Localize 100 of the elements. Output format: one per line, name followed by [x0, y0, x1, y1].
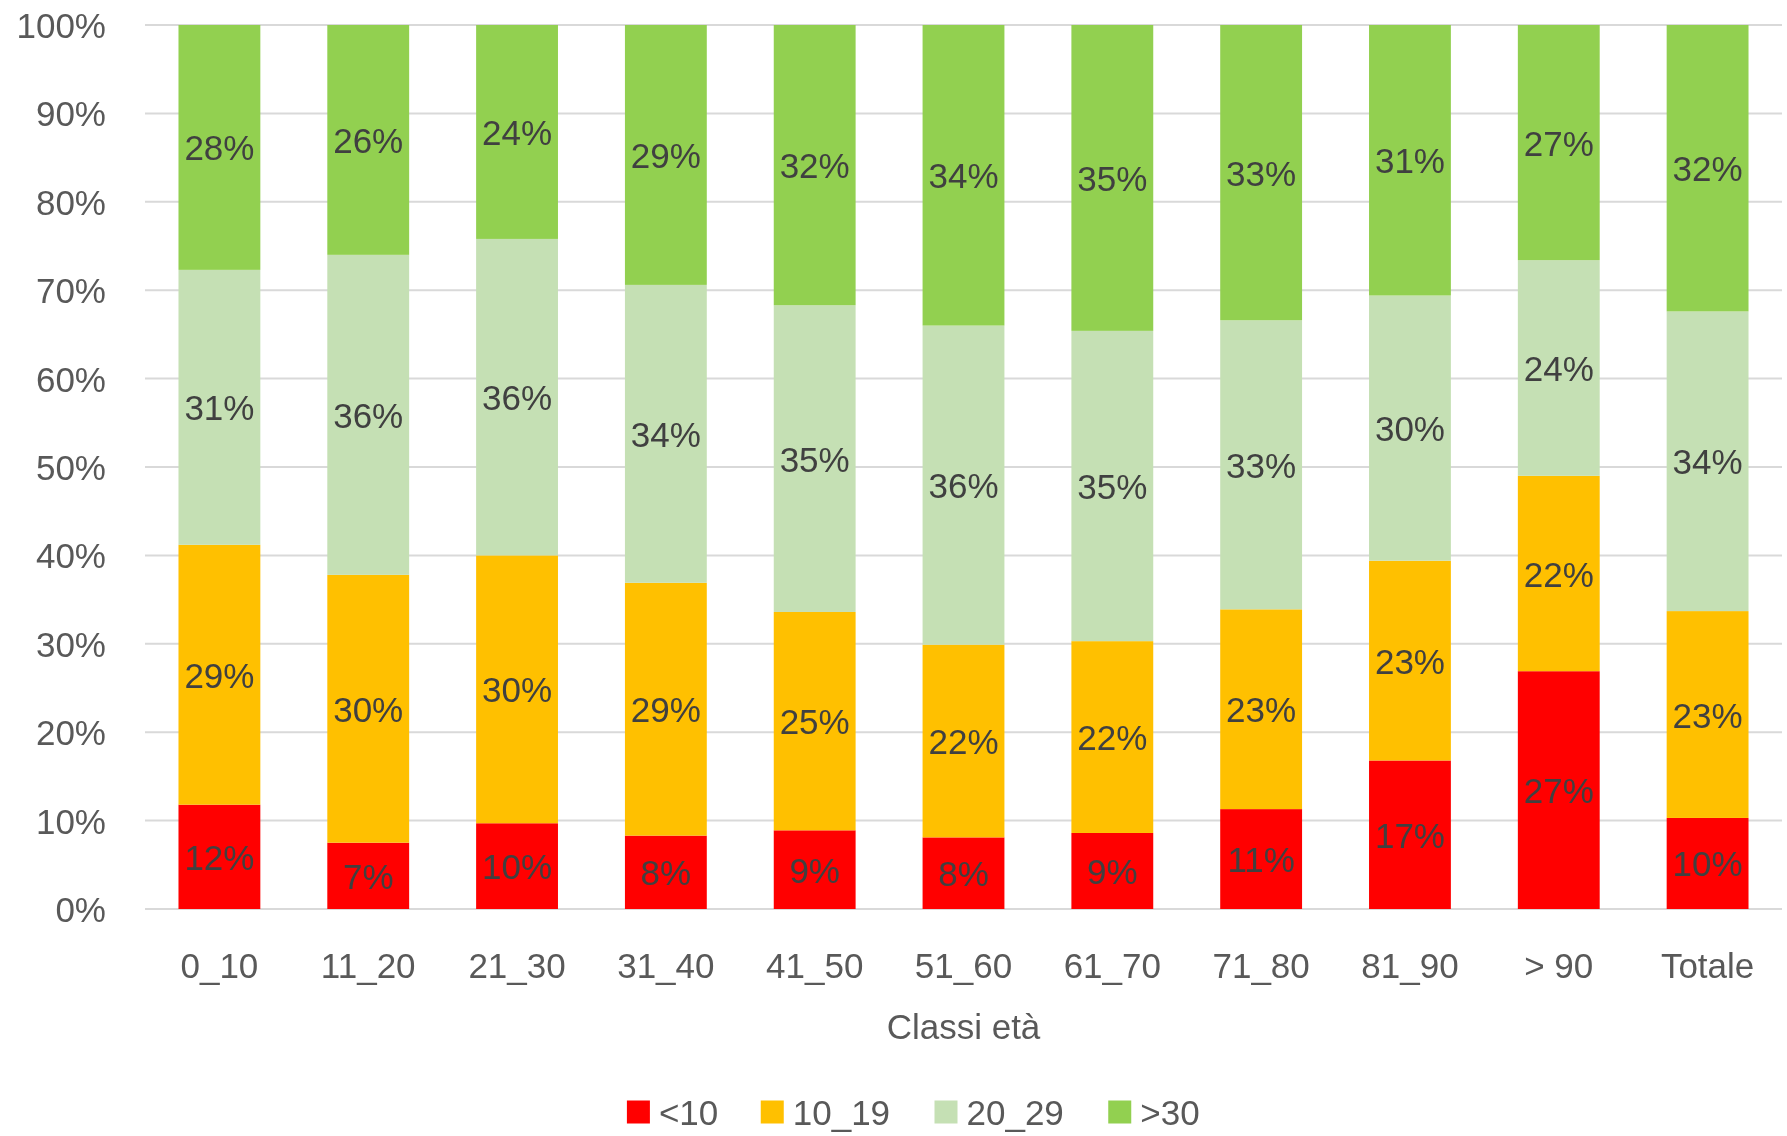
- bar: [773, 305, 856, 612]
- data-label: 9%: [789, 850, 840, 890]
- data-label: 34%: [928, 155, 999, 195]
- bar: [1369, 25, 1451, 296]
- bar: [327, 842, 410, 909]
- data-label: 31%: [184, 387, 255, 427]
- data-label: 34%: [1672, 441, 1743, 481]
- bar: [773, 611, 856, 831]
- data-label: 22%: [1077, 717, 1148, 757]
- y-tick-label: 70%: [35, 270, 106, 310]
- data-label: 35%: [779, 439, 850, 479]
- bar: [773, 830, 856, 909]
- bar: [1517, 260, 1600, 476]
- bar: [624, 25, 707, 285]
- y-tick-label: 100%: [16, 5, 106, 45]
- data-label: 36%: [928, 465, 999, 505]
- data-label: 35%: [1077, 466, 1148, 506]
- bar: [178, 25, 261, 270]
- bar: [624, 835, 707, 909]
- data-label: 30%: [333, 689, 404, 729]
- y-tick-label: 80%: [35, 182, 106, 222]
- bar: [327, 574, 410, 843]
- data-label: 29%: [630, 135, 701, 175]
- x-tick-label: 31_40: [617, 945, 715, 985]
- bar: [1369, 760, 1451, 909]
- x-tick-label: 0_10: [180, 945, 259, 985]
- x-tick-label: 81_90: [1361, 945, 1459, 985]
- data-label: 26%: [333, 120, 404, 160]
- y-tick-label: 90%: [35, 93, 106, 133]
- data-label: 9%: [1087, 851, 1138, 891]
- bar: [1220, 320, 1303, 610]
- data-label: 10%: [482, 846, 553, 886]
- data-label: 22%: [1523, 554, 1594, 594]
- bar: [922, 644, 1005, 838]
- data-label: 31%: [1374, 140, 1445, 180]
- data-label: 29%: [630, 689, 701, 729]
- data-label: 17%: [1374, 815, 1445, 855]
- data-label: 12%: [184, 837, 255, 877]
- bar: [1517, 671, 1600, 909]
- data-label: 29%: [184, 655, 255, 695]
- data-label: 32%: [1672, 148, 1743, 188]
- bar: [476, 25, 558, 239]
- data-label: 30%: [1374, 408, 1445, 448]
- y-tick-label: 50%: [35, 447, 106, 487]
- data-label: 30%: [482, 669, 553, 709]
- bar: [1666, 817, 1749, 909]
- bar: [1071, 832, 1154, 909]
- bar: [1071, 330, 1154, 642]
- bar: [624, 284, 707, 583]
- bar: [1666, 25, 1749, 312]
- data-label: 32%: [779, 145, 850, 185]
- data-label: 36%: [482, 377, 553, 417]
- legend-label: >30: [1140, 1092, 1200, 1132]
- data-label: 10%: [1672, 843, 1743, 883]
- data-label: 22%: [928, 721, 999, 761]
- x-tick-label: 61_70: [1063, 945, 1161, 985]
- data-label: 36%: [333, 395, 404, 435]
- legend-label: 10_19: [792, 1092, 891, 1132]
- bar: [773, 25, 856, 306]
- x-tick-label: > 90: [1524, 945, 1594, 985]
- bar: [178, 804, 261, 909]
- bar: [178, 544, 261, 805]
- data-label: 35%: [1077, 158, 1148, 198]
- bar: [178, 269, 261, 545]
- data-label: 27%: [1523, 770, 1594, 810]
- x-tick-label: 51_60: [914, 945, 1013, 985]
- x-tick-label: Totale: [1660, 945, 1755, 985]
- bar: [476, 823, 558, 909]
- bar: [1517, 475, 1600, 672]
- data-label: 8%: [938, 853, 989, 893]
- x-tick-label: 41_50: [766, 945, 864, 985]
- bar: [1666, 311, 1749, 612]
- x-tick-label: 21_30: [468, 945, 566, 985]
- x-axis-title: Classi età: [886, 1006, 1041, 1046]
- bar: [327, 254, 410, 575]
- bar: [1220, 809, 1303, 909]
- data-label: 27%: [1523, 123, 1594, 163]
- legend-label: <10: [658, 1092, 719, 1132]
- data-label: 33%: [1226, 445, 1297, 485]
- data-label: 33%: [1226, 153, 1297, 193]
- data-label: 24%: [1523, 348, 1594, 388]
- bar: [476, 555, 558, 824]
- data-label: 24%: [482, 112, 553, 152]
- bar: [476, 238, 558, 556]
- bar: [1517, 25, 1600, 261]
- data-label: 11%: [1227, 839, 1295, 879]
- data-label: 7%: [342, 856, 394, 896]
- bar: [1369, 560, 1451, 761]
- y-tick-label: 20%: [35, 712, 106, 752]
- bar: [1071, 25, 1154, 331]
- data-label: 8%: [640, 852, 692, 892]
- y-tick-label: 60%: [35, 359, 106, 399]
- data-label: 25%: [779, 701, 850, 741]
- x-tick-label: 71_80: [1212, 945, 1310, 985]
- x-tick-label: 11_20: [320, 945, 416, 985]
- data-label: 23%: [1672, 695, 1743, 735]
- y-tick-label: 10%: [35, 801, 106, 841]
- bar: [1071, 641, 1154, 833]
- y-tick-label: 0%: [55, 889, 106, 929]
- bar: [327, 25, 410, 255]
